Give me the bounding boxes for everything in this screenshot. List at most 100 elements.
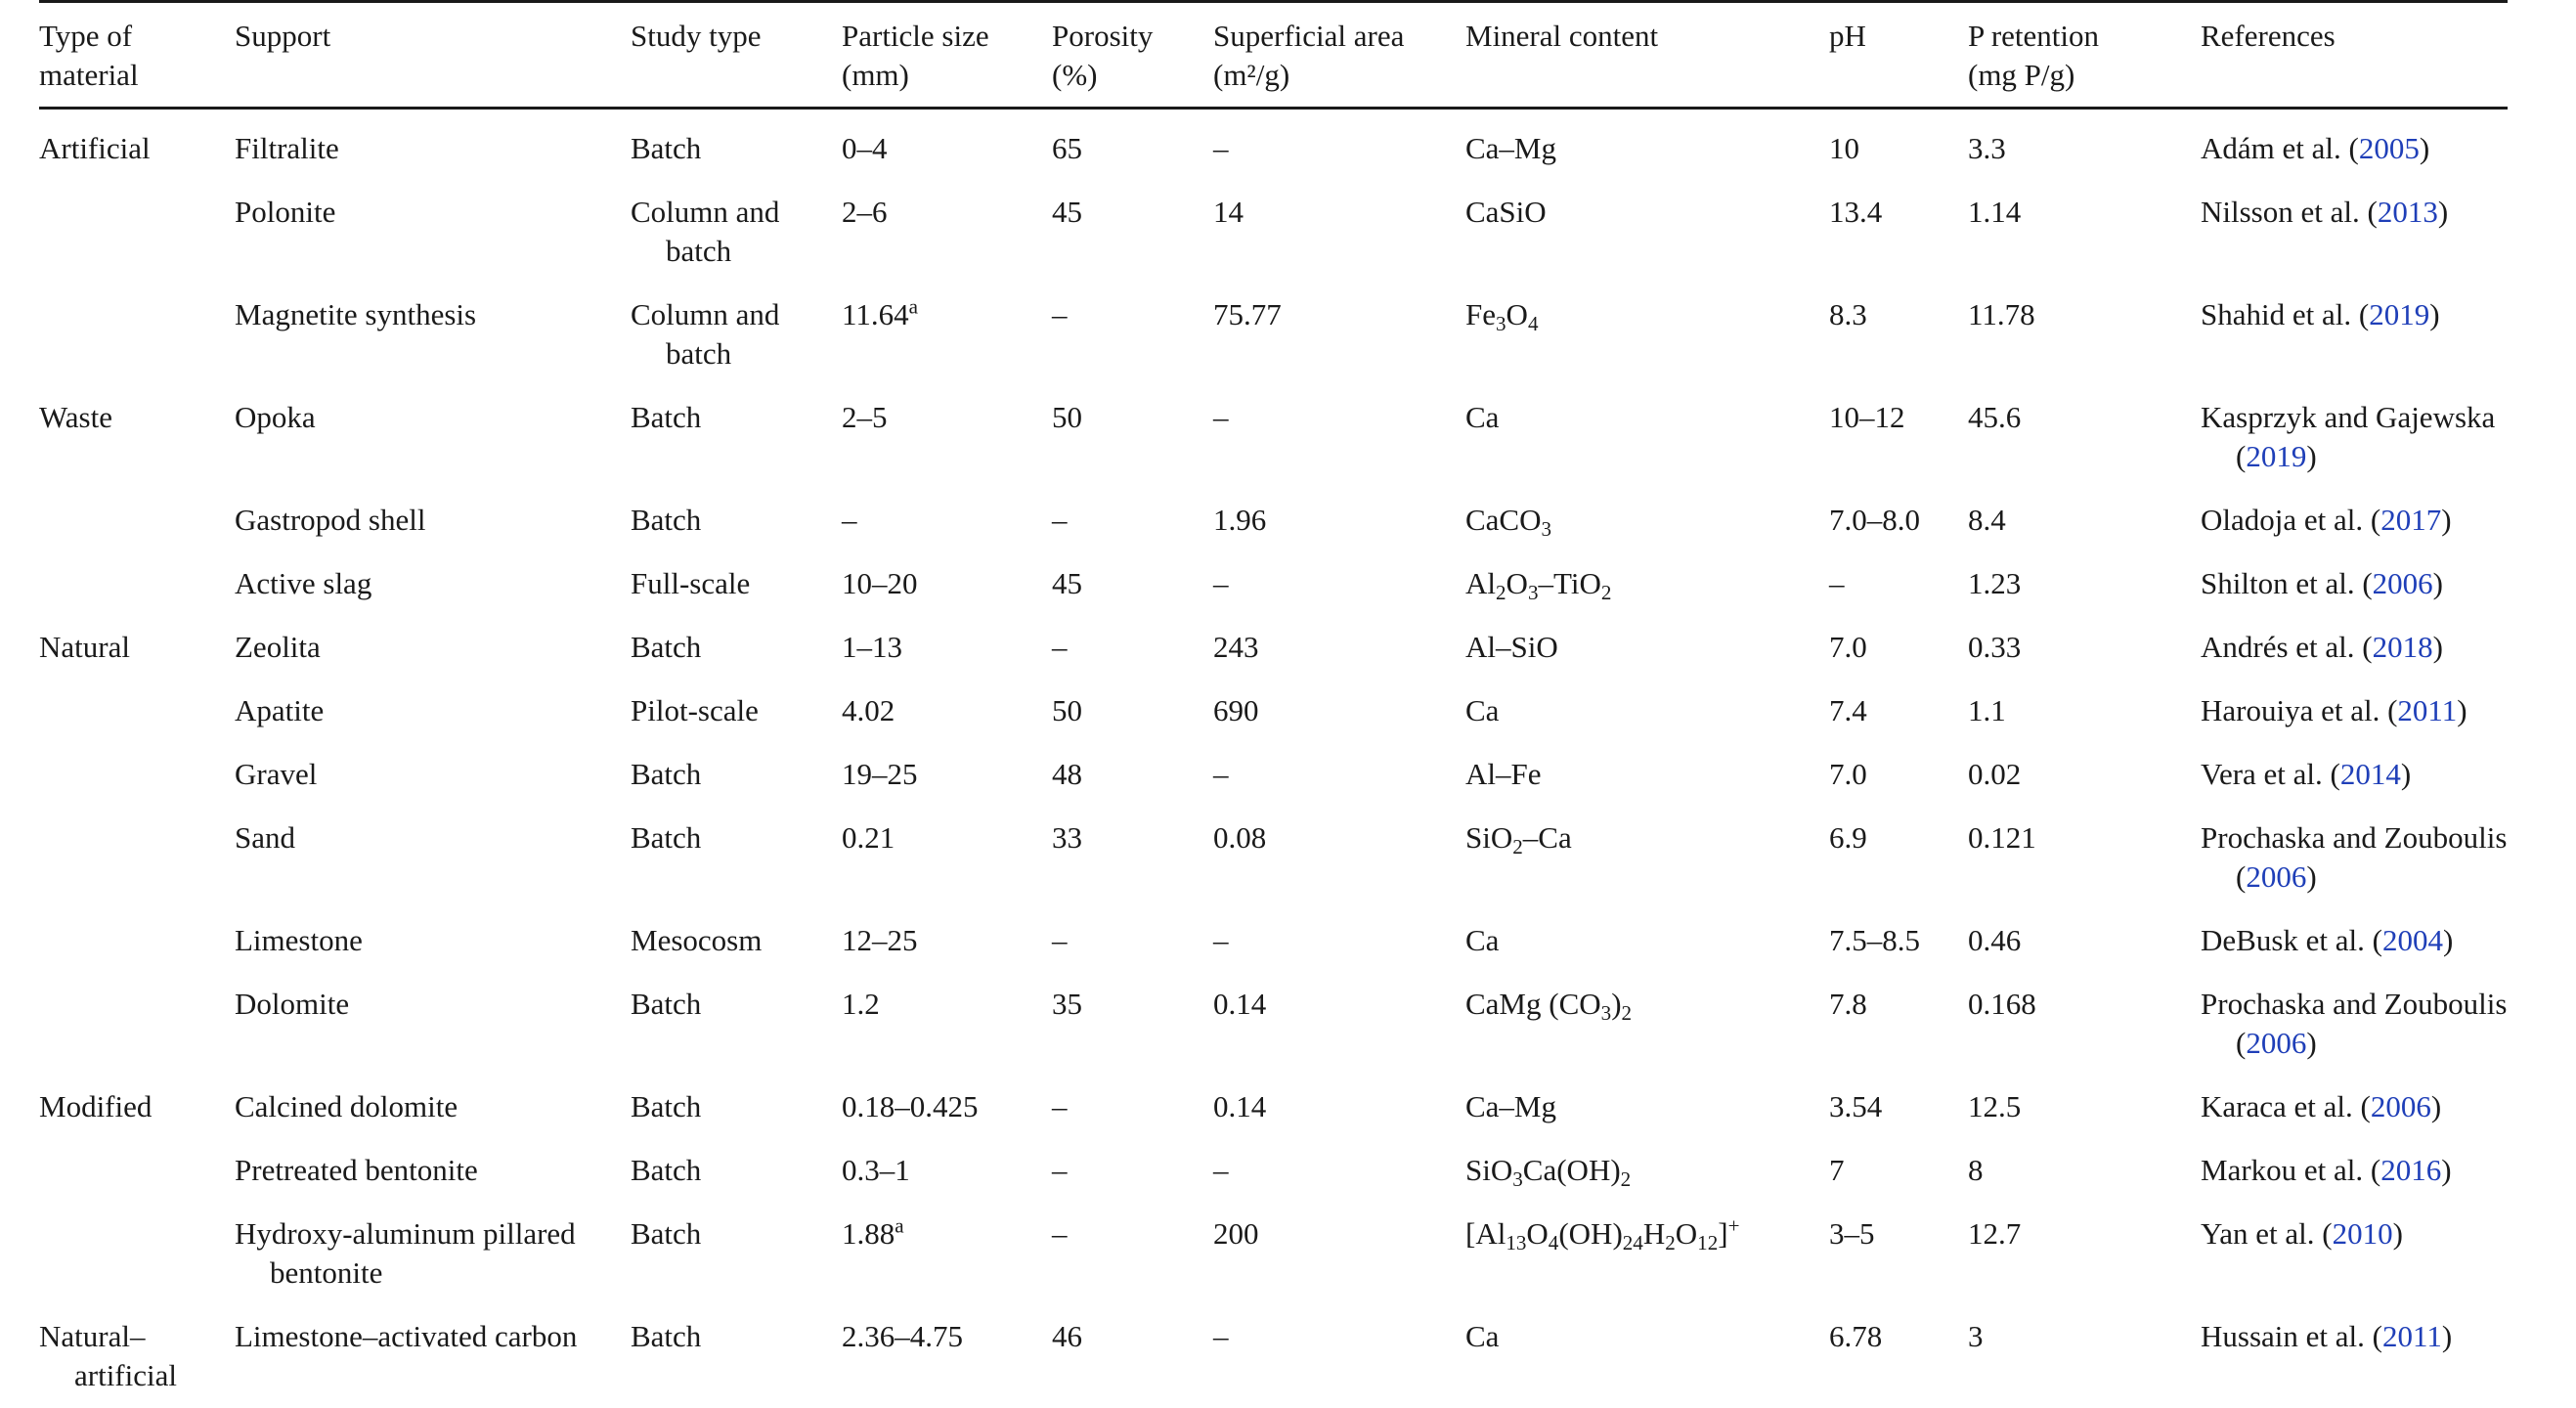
cell-ph: –: [1829, 552, 1968, 616]
cell-porosity: 48: [1052, 743, 1213, 807]
reference-year-link[interactable]: 2013: [2378, 195, 2438, 229]
cell-reference: Hussain et al. (2011): [2201, 1305, 2508, 1408]
cell-mineral-content: CaCO3: [1465, 489, 1829, 552]
reference-year-link[interactable]: 2006: [2373, 566, 2433, 600]
cell-mineral-content: SiO2–Ca: [1465, 807, 1829, 909]
cell-type-of-material: Natural: [39, 616, 235, 680]
column-header-line: P retention: [1968, 19, 2099, 53]
cell-particle-size: 2–6: [842, 181, 1052, 284]
column-header-p-retention: P retention(mg P/g): [1968, 2, 2201, 109]
cell-support: Opoka: [235, 386, 631, 489]
column-header-support: Support: [235, 2, 631, 109]
cell-p-retention: 11.78: [1968, 284, 2201, 386]
cell-mineral-content: CaMg (CO3)2: [1465, 973, 1829, 1076]
cell-study-type: Batch: [631, 1305, 842, 1408]
cell-superficial-area: –: [1213, 109, 1465, 182]
reference-year-link[interactable]: 2017: [2380, 503, 2441, 537]
cell-reference: Karaca et al. (2006): [2201, 1076, 2508, 1139]
reference-year-link[interactable]: 2011: [2382, 1319, 2442, 1353]
reference-year-link[interactable]: 2011: [2397, 693, 2457, 727]
cell-reference: Markou et al. (2016): [2201, 1139, 2508, 1203]
cell-reference: Harouiya et al. (2011): [2201, 680, 2508, 743]
cell-study-type: Batch: [631, 973, 842, 1076]
cell-superficial-area: 14: [1213, 181, 1465, 284]
cell-ph: 7.0–8.0: [1829, 489, 1968, 552]
column-header-porosity: Porosity(%): [1052, 2, 1213, 109]
cell-mineral-content: Al–SiO: [1465, 616, 1829, 680]
column-header-line: Support: [235, 19, 330, 53]
reference-year-link[interactable]: 2019: [2246, 439, 2306, 473]
cell-type-of-material: [39, 1203, 235, 1305]
cell-p-retention: 0.168: [1968, 973, 2201, 1076]
reference-year-link[interactable]: 2018: [2373, 630, 2433, 664]
column-header-line: Type of: [39, 19, 132, 53]
cell-particle-size: 11.64a: [842, 284, 1052, 386]
cell-ph: 10: [1829, 109, 1968, 182]
reference-year-link[interactable]: 2004: [2382, 923, 2443, 957]
cell-porosity: –: [1052, 909, 1213, 973]
cell-study-type: Batch: [631, 1203, 842, 1305]
cell-reference: Prochaska and Zouboulis (2006): [2201, 973, 2508, 1076]
cell-particle-size: –: [842, 489, 1052, 552]
reference-year-link[interactable]: 2006: [2246, 859, 2306, 894]
cell-ph: 13.4: [1829, 181, 1968, 284]
cell-support: Gravel: [235, 743, 631, 807]
cell-particle-size: 2–5: [842, 386, 1052, 489]
cell-mineral-content: Ca–Mg: [1465, 1076, 1829, 1139]
cell-support: Polonite: [235, 181, 631, 284]
cell-particle-size: 0.18–0.425: [842, 1076, 1052, 1139]
cell-porosity: 50: [1052, 386, 1213, 489]
cell-ph: 7: [1829, 1139, 1968, 1203]
column-header-line: (m²/g): [1213, 58, 1289, 92]
cell-porosity: 45: [1052, 181, 1213, 284]
cell-type-of-material: [39, 743, 235, 807]
cell-study-type: Mesocosm: [631, 909, 842, 973]
cell-reference: Oladoja et al. (2017): [2201, 489, 2508, 552]
reference-year-link[interactable]: 2010: [2333, 1216, 2393, 1251]
cell-porosity: 46: [1052, 1305, 1213, 1408]
cell-p-retention: 0.46: [1968, 909, 2201, 973]
reference-year-link[interactable]: 2006: [2371, 1089, 2431, 1123]
cell-p-retention: 8: [1968, 1139, 2201, 1203]
cell-ph: 7.5–8.5: [1829, 909, 1968, 973]
cell-study-type: Batch: [631, 743, 842, 807]
cell-support: Calcined dolomite: [235, 1076, 631, 1139]
cell-p-retention: 0.02: [1968, 743, 2201, 807]
reference-year-link[interactable]: 2016: [2380, 1153, 2441, 1187]
cell-study-type: Batch: [631, 109, 842, 182]
cell-study-type: Column and batch: [631, 181, 842, 284]
cell-reference: Adám et al. (2005): [2201, 109, 2508, 182]
cell-type-of-material: [39, 284, 235, 386]
reference-year-link[interactable]: 2019: [2369, 297, 2429, 331]
cell-ph: 3.54: [1829, 1076, 1968, 1139]
cell-study-type: Batch: [631, 616, 842, 680]
cell-particle-size: 4.02: [842, 680, 1052, 743]
cell-mineral-content: [Al13O4(OH)24H2O12]+: [1465, 1203, 1829, 1305]
reference-year-link[interactable]: 2006: [2246, 1026, 2306, 1060]
cell-support: Gastropod shell: [235, 489, 631, 552]
column-header-particle-size: Particle size(mm): [842, 2, 1052, 109]
cell-p-retention: 0.33: [1968, 616, 2201, 680]
cell-particle-size: 1.88a: [842, 1203, 1052, 1305]
cell-ph: 6.78: [1829, 1305, 1968, 1408]
cell-support: Apatite: [235, 680, 631, 743]
column-header-line: References: [2201, 19, 2336, 53]
cell-p-retention: 1.14: [1968, 181, 2201, 284]
cell-reference: Kasprzyk and Gajewska (2019): [2201, 386, 2508, 489]
cell-porosity: 45: [1052, 552, 1213, 616]
cell-p-retention: 1.1: [1968, 680, 2201, 743]
cell-particle-size: 2.36–4.75: [842, 1305, 1052, 1408]
cell-mineral-content: Al–Fe: [1465, 743, 1829, 807]
cell-p-retention: 45.6: [1968, 386, 2201, 489]
reference-year-link[interactable]: 2014: [2340, 757, 2401, 791]
cell-superficial-area: –: [1213, 1305, 1465, 1408]
cell-particle-size: 0–4: [842, 109, 1052, 182]
cell-type-of-material: [39, 552, 235, 616]
reference-year-link[interactable]: 2005: [2359, 131, 2420, 165]
